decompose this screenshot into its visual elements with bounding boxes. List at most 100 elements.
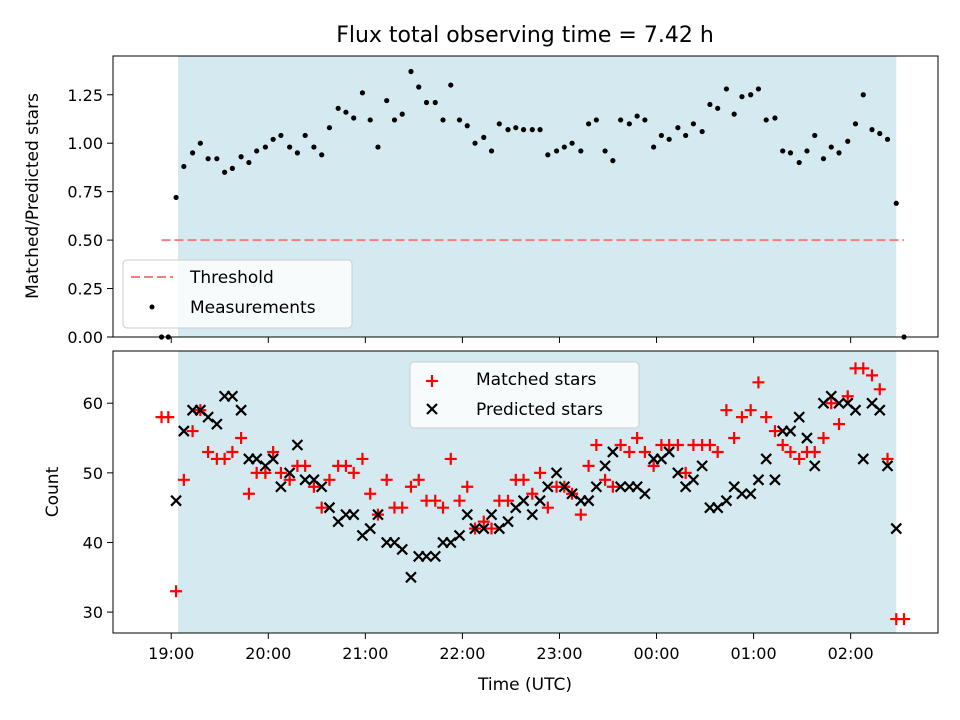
x-tick-label: 22:00 [439, 644, 485, 663]
measurement-point [367, 117, 373, 123]
measurement-point [496, 121, 502, 127]
matched-star-point [307, 480, 320, 493]
measurement-point [287, 144, 293, 150]
measurement-point [845, 138, 851, 144]
measurement-point [545, 152, 551, 158]
matched-star-point [833, 418, 845, 431]
matched-star-point [760, 411, 773, 424]
matched-star-point [364, 487, 377, 500]
matched-star-point [396, 501, 409, 514]
matched-star-point [339, 459, 352, 472]
top-plot-frame [112, 55, 939, 338]
y-tick-label: 1.00 [67, 134, 103, 153]
predicted-star-point [663, 446, 675, 458]
predicted-star-point [477, 522, 490, 535]
matched-star-point [461, 480, 474, 493]
predicted-star-point [469, 522, 481, 535]
y-tick-label: 40 [83, 533, 103, 552]
matched-star-point [720, 404, 733, 417]
predicted-star-point [502, 515, 514, 528]
matched-star-point [502, 494, 515, 507]
measurement-point [262, 144, 268, 150]
matched-star-point [793, 452, 806, 465]
matched-star-point [873, 383, 886, 396]
predicted-star-point [396, 543, 409, 556]
measurement-point [399, 111, 405, 117]
measurement-point [869, 127, 875, 133]
predicted-star-point [542, 481, 554, 493]
top-y-axis-label: Matched/Predicted stars [23, 93, 43, 299]
predicted-star-point [429, 550, 442, 563]
measurement-point [408, 68, 414, 75]
measurement-point [877, 130, 883, 137]
x-tick-label: 01:00 [731, 644, 777, 663]
matched-star-point [429, 494, 442, 507]
predicted-star-point [267, 453, 279, 465]
predicted-star-point [420, 550, 433, 563]
measurement-point [197, 140, 203, 146]
y-tick-label: 50 [83, 464, 103, 483]
predicted-star-point [283, 467, 296, 479]
measurement-point [772, 115, 778, 121]
measurement-point [820, 156, 827, 162]
predicted-star-point [614, 481, 627, 493]
predicted-star-point [582, 494, 595, 507]
measurement-point [359, 90, 366, 96]
matched-star-point [404, 480, 417, 493]
predicted-star-point [849, 404, 862, 416]
x-tick-label: 19:00 [148, 644, 194, 663]
matched-star-point [776, 439, 789, 451]
predicted-star-point [801, 432, 813, 444]
predicted-star-point [291, 439, 304, 451]
matched-star-point [274, 466, 287, 479]
measurement-point [763, 117, 769, 123]
chart-title: Flux total observing time = 7.42 h [336, 23, 714, 48]
predicted-star-point [170, 494, 182, 507]
measurement-point [319, 152, 325, 158]
matched-star-point [744, 404, 757, 417]
measurement-point [812, 132, 818, 139]
matched-star-point [315, 501, 328, 514]
measurement-point [715, 105, 721, 111]
measurement-point [683, 132, 689, 139]
predicted-star-point [752, 474, 765, 486]
predicted-star-point [639, 487, 651, 500]
measurement-point [569, 140, 575, 146]
matched-star-point [817, 432, 830, 445]
predicted-star-point [881, 460, 894, 472]
matched-star-point [412, 473, 425, 486]
measurement-point [173, 194, 179, 201]
measurement-point [335, 105, 341, 111]
matched-star-point [477, 515, 490, 528]
measurement-point [699, 128, 705, 135]
measurement-point [610, 158, 616, 164]
matched-star-point [898, 613, 911, 626]
measurement-point [181, 163, 187, 170]
predicted-star-point [784, 425, 797, 437]
matched-star-point [866, 369, 878, 382]
measurement-point [513, 125, 519, 131]
measurement-point [488, 148, 495, 154]
predicted-star-point [315, 481, 328, 493]
matched-star-point [202, 445, 215, 458]
measurement-point [520, 127, 527, 133]
matched-star-point [808, 445, 821, 458]
y-tick-label: 1.25 [67, 86, 103, 105]
bottom-y-axis-ticks: 30 40 50 60 [83, 394, 113, 622]
matched-star-point [768, 425, 781, 438]
matched-star-point [517, 473, 530, 486]
bottom-legend-box [409, 361, 640, 429]
measurement-point [618, 117, 624, 123]
measurement-point [651, 144, 657, 150]
matched-star-point [453, 494, 466, 507]
matched-star-point [671, 439, 684, 451]
measurement-point [748, 92, 754, 98]
bottom-plot-frame [112, 350, 939, 634]
matched-star-point [356, 452, 369, 465]
predicted-star-point [235, 404, 247, 416]
measurement-point [553, 148, 560, 154]
measurement-point [229, 165, 235, 171]
predicted-star-point [599, 460, 611, 472]
matched-star-point [259, 466, 272, 479]
